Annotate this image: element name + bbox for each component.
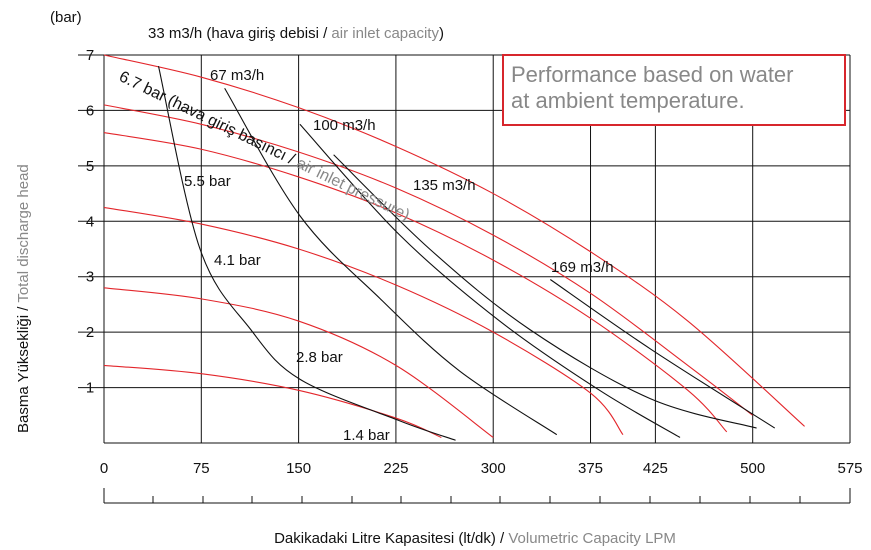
note-line: Performance based on water [511,62,794,87]
title-part: 33 m3/h (hava giriş debisi / [148,25,331,42]
y-axis-label: Basma Yüksekliği / Total discharge head [15,164,32,433]
title-part: air inlet capacity [331,25,439,42]
curve [299,123,681,438]
y-label-part: Total discharge head [15,164,32,302]
curve [103,54,805,427]
x-label-part: Volumetric Capacity LPM [508,530,676,547]
pressure-label-part: 6.7 bar (hava giriş basıncı / [116,68,301,170]
curve [103,132,728,433]
pressure-label: 6.7 bar (hava giriş basıncı / air inlet … [116,68,412,224]
chart-title: 33 m3/h (hava giriş debisi / air inlet c… [148,25,444,42]
x-tick-label: 500 [740,460,765,477]
x-tick-label: 75 [193,460,210,477]
curve-label: 4.1 bar [214,252,261,269]
curve [224,87,558,436]
curve [333,154,757,429]
curve-label: 1.4 bar [343,427,390,444]
curve [549,279,776,429]
curve-label: 100 m3/h [313,117,376,134]
curve [103,206,624,436]
ruler [103,488,851,504]
y-tick-label: 6 [86,102,94,119]
x-label-part: Dakikadaki Litre Kapasitesi (lt/dk) / [274,530,508,547]
y-tick-label: 3 [86,269,94,286]
y-unit: (bar) [50,9,82,26]
y-tick-label: 2 [86,324,94,341]
pressure-label-part: air inlet pressure) [294,155,413,224]
x-tick-label: 300 [481,460,506,477]
curve-label: 5.5 bar [184,173,231,190]
y-tick-label: 4 [86,213,94,230]
y-tick-label: 7 [86,47,94,64]
x-tick-label: 0 [100,460,108,477]
y-label-part: Basma Yüksekliği / [15,303,32,433]
curve-label: 67 m3/h [210,67,264,84]
y-tick-label: 1 [86,380,94,397]
x-tick-label: 425 [643,460,668,477]
curve-label: 2.8 bar [296,349,343,366]
x-tick-label: 150 [286,460,311,477]
curve-label: 169 m3/h [551,259,614,276]
x-axis-label: Dakikadaki Litre Kapasitesi (lt/dk) / Vo… [274,530,676,547]
curve-label: 135 m3/h [413,177,476,194]
curve [103,364,442,438]
x-tick-label: 225 [383,460,408,477]
note-line: at ambient temperature. [511,88,745,113]
curve [103,287,494,438]
y-tick-label: 5 [86,158,94,175]
curve [157,65,456,441]
curve [103,104,754,416]
x-tick-label: 375 [578,460,603,477]
title-part: ) [439,25,444,42]
x-tick-label: 575 [837,460,862,477]
note-box [502,54,846,126]
